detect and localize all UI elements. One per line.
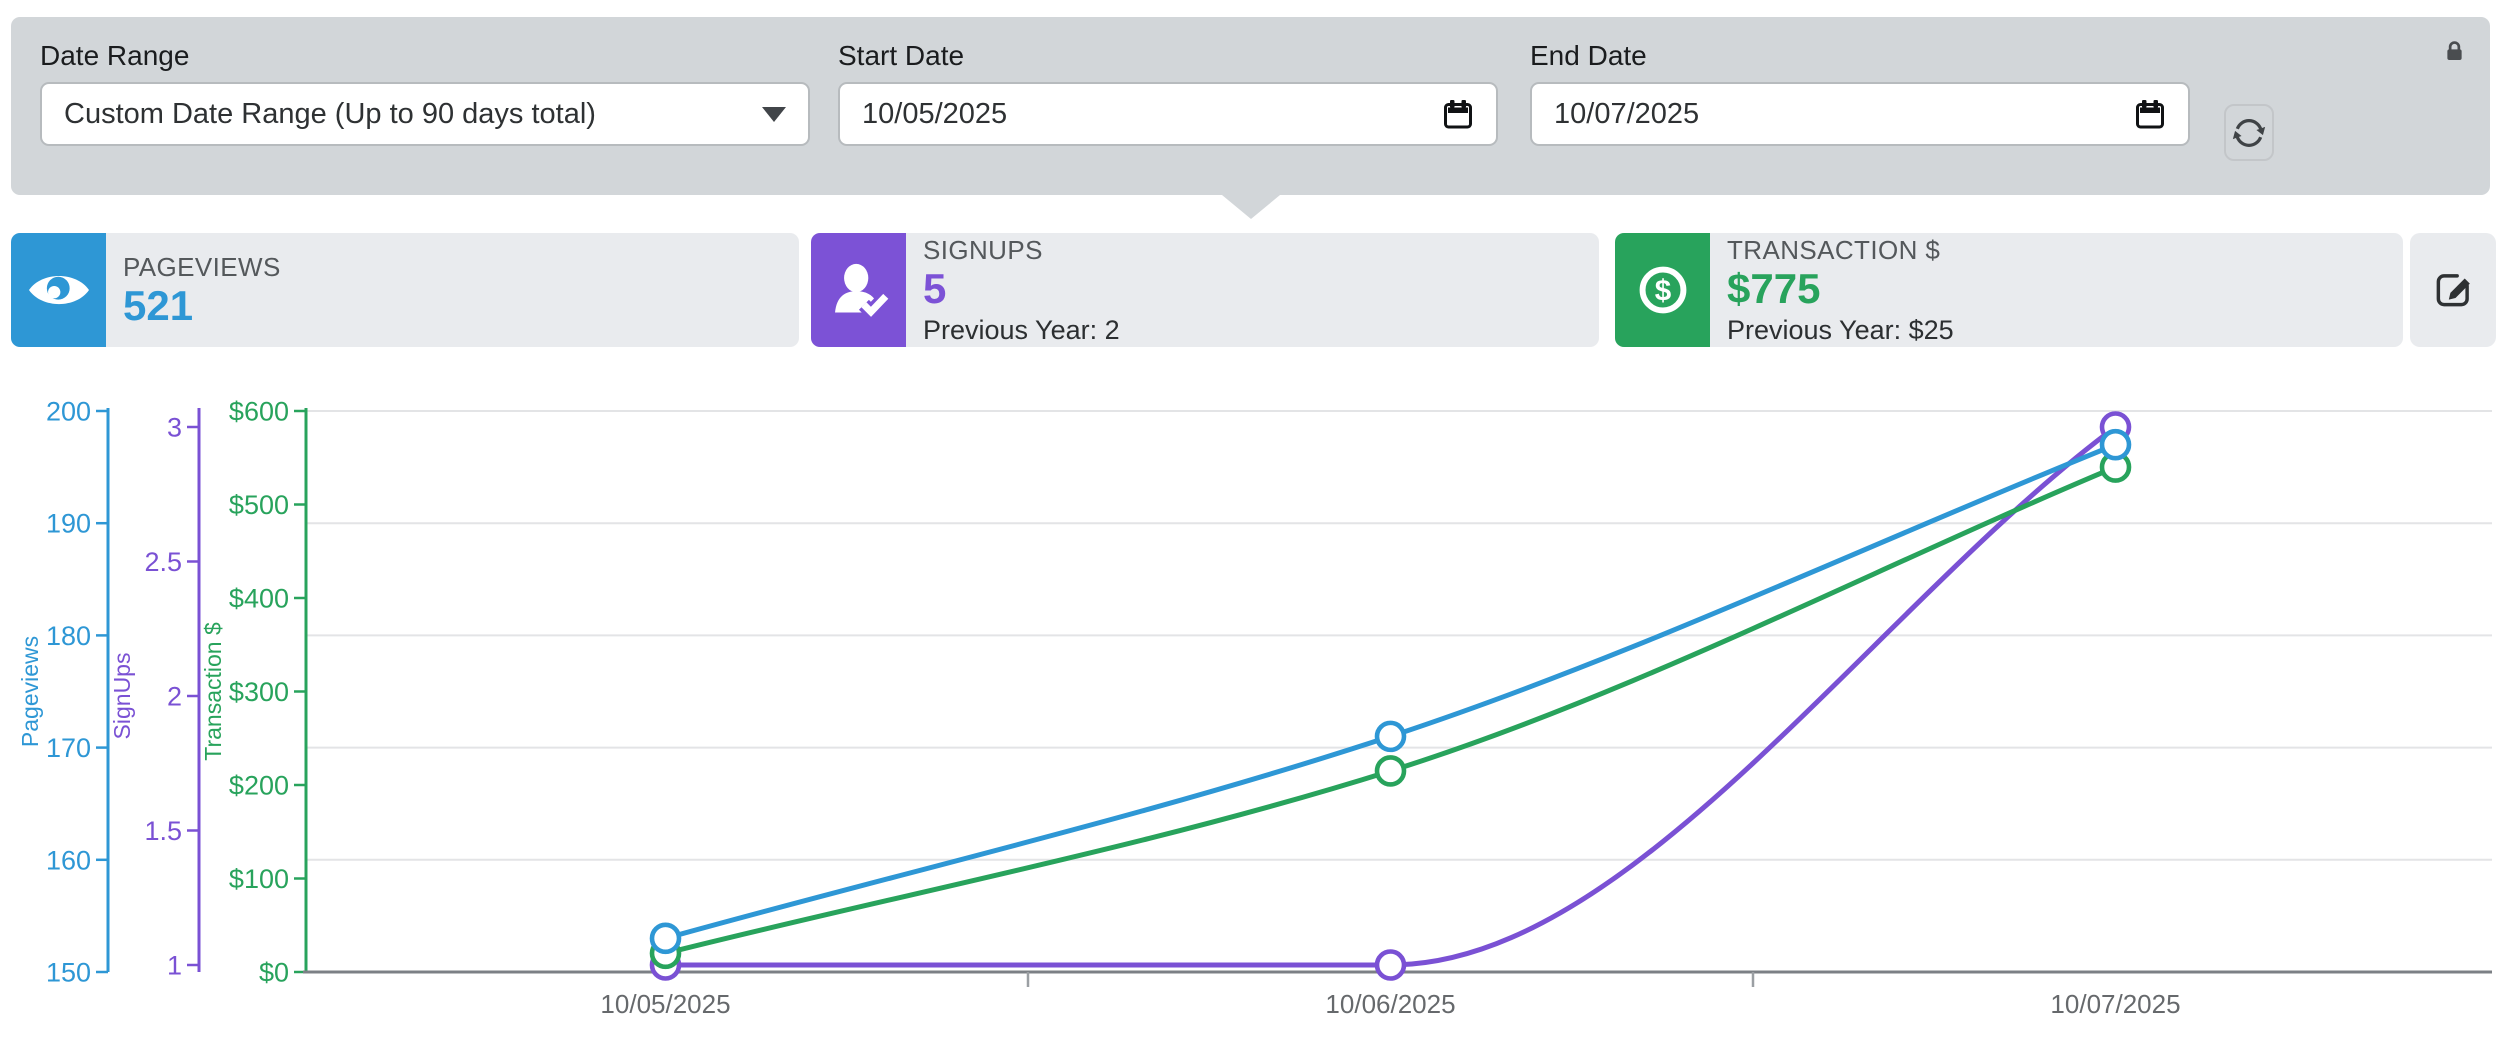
y-tick-label: 1.5 bbox=[144, 816, 182, 846]
y-tick-label: 180 bbox=[46, 621, 91, 651]
y-tick-label: $200 bbox=[229, 770, 289, 800]
metrics-chart: 150 160 170 180 190 200 Pageviews 1 1.5 2 2.5 3 Sign… bbox=[0, 0, 2500, 1046]
y-tick-label: 200 bbox=[46, 396, 91, 426]
y-tick-label: $100 bbox=[229, 864, 289, 894]
x-tick-label: 10/05/2025 bbox=[600, 989, 730, 1019]
y-tick-label: 150 bbox=[46, 957, 91, 987]
data-point-pageviews[interactable] bbox=[1377, 723, 1404, 750]
y-axis-title: Pageviews bbox=[17, 636, 43, 747]
y-tick-label: 1 bbox=[167, 950, 182, 980]
data-point-transaction-[interactable] bbox=[1377, 757, 1404, 784]
x-tick-label: 10/06/2025 bbox=[1325, 989, 1455, 1019]
series-line-pageviews bbox=[666, 445, 2116, 939]
data-point-signups[interactable] bbox=[1377, 952, 1404, 979]
y-tick-label: 2.5 bbox=[144, 547, 182, 577]
dashboard-page: { "filter_bar": { "date_range_label": "D… bbox=[0, 0, 2500, 1046]
y-tick-label: 2 bbox=[167, 681, 182, 711]
y-tick-label: $600 bbox=[229, 396, 289, 426]
y-tick-label: $0 bbox=[259, 957, 289, 987]
y-tick-label: 170 bbox=[46, 733, 91, 763]
y-tick-label: 190 bbox=[46, 509, 91, 539]
y-tick-label: $300 bbox=[229, 677, 289, 707]
series-line-signups bbox=[666, 427, 2116, 965]
y-tick-label: 3 bbox=[167, 412, 182, 442]
y-axis-title: Transaction $ bbox=[200, 622, 226, 761]
y-axis-title: SignUps bbox=[109, 653, 135, 740]
data-point-pageviews[interactable] bbox=[2102, 431, 2129, 458]
y-tick-label: $500 bbox=[229, 490, 289, 520]
x-tick-label: 10/07/2025 bbox=[2050, 989, 2180, 1019]
y-tick-label: $400 bbox=[229, 583, 289, 613]
data-point-pageviews[interactable] bbox=[652, 925, 679, 952]
y-tick-label: 160 bbox=[46, 845, 91, 875]
